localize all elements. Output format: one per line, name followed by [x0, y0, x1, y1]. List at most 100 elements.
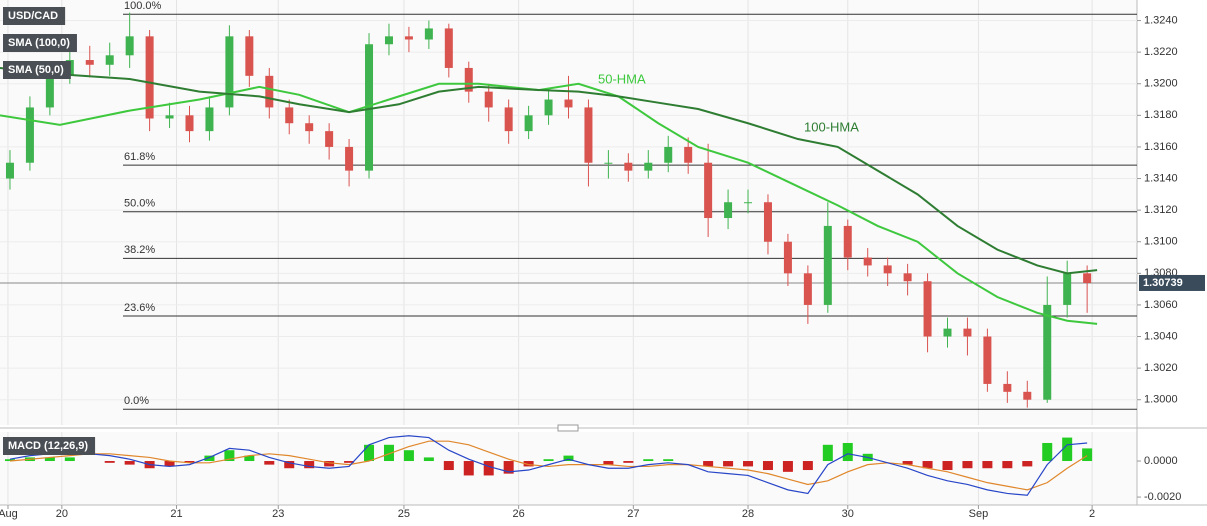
candle-body: [1023, 391, 1032, 400]
candle-body: [504, 107, 513, 132]
y-tick-label: 1.3100: [1144, 236, 1178, 248]
candle-body: [325, 131, 334, 147]
macd-pane: [0, 432, 1137, 505]
candle-body: [903, 273, 912, 282]
x-tick-label: 20: [56, 508, 68, 520]
histogram-bar: [4, 459, 15, 462]
candle-body: [185, 115, 194, 132]
candle-body: [365, 44, 374, 171]
candle-body: [125, 36, 134, 56]
x-tick-label: Sep: [969, 508, 989, 520]
histogram-bar: [962, 461, 973, 469]
legend-label: SMA (50,0): [8, 64, 64, 76]
histogram-bar: [244, 455, 255, 462]
candle-body: [285, 107, 294, 124]
y-tick-label: 1.3020: [1144, 362, 1178, 374]
histogram-bar: [982, 461, 993, 469]
candle-body: [564, 99, 573, 108]
histogram-bar: [344, 461, 355, 463]
candle-body: [983, 336, 992, 384]
histogram-bar: [603, 461, 614, 465]
y-tick-label: -0.0020: [1144, 491, 1181, 503]
histogram-bar: [204, 455, 215, 462]
histogram-bar: [723, 461, 734, 467]
y-tick-label: 1.3160: [1144, 141, 1178, 153]
histogram-bar: [164, 461, 175, 467]
fib-label: 23.6%: [124, 302, 155, 314]
y-tick-label: 1.3240: [1144, 14, 1178, 26]
histogram-bar: [503, 461, 514, 474]
candle-body: [763, 202, 772, 242]
x-tick-label: 30: [842, 508, 854, 520]
fib-label: 61.8%: [124, 151, 155, 163]
histogram-bar: [264, 461, 275, 465]
candle-body: [45, 75, 54, 108]
histogram-bar: [1082, 448, 1093, 462]
histogram-bar: [643, 459, 654, 462]
y-tick-label: 0.0000: [1144, 455, 1178, 467]
y-tick-label: 1.3180: [1144, 109, 1178, 121]
histogram-bar: [623, 461, 634, 463]
candle-body: [744, 202, 753, 204]
candle-body: [484, 91, 493, 108]
candle-body: [424, 28, 433, 40]
price-pane: [0, 0, 1137, 425]
macd-label-box: [3, 437, 96, 455]
histogram-bar: [44, 457, 55, 462]
candle-body: [464, 67, 473, 92]
histogram-bar: [284, 461, 295, 469]
candle-body: [1043, 304, 1052, 400]
histogram-bar: [1022, 461, 1033, 467]
candle-body: [85, 60, 94, 65]
fib-label: 50.0%: [124, 198, 155, 210]
histogram-bar: [124, 461, 135, 465]
x-tick-label: 21: [170, 508, 182, 520]
candle-body: [444, 28, 453, 68]
candle-body: [664, 146, 673, 163]
histogram-bar: [762, 461, 773, 471]
pane-handle[interactable]: [557, 424, 579, 432]
candle-body: [584, 107, 593, 163]
x-tick-label: 2: [1089, 508, 1095, 520]
y-tick-label: 1.3140: [1144, 172, 1178, 184]
legend-label: USD/CAD: [8, 10, 58, 22]
histogram-bar: [902, 461, 913, 465]
histogram-bar: [663, 459, 674, 462]
candle-body: [724, 202, 733, 219]
legend-box: [3, 61, 71, 79]
macd-line: [9, 435, 1088, 496]
y-tick-label: 1.3200: [1144, 78, 1178, 90]
candle-body: [963, 328, 972, 337]
histogram-bar: [922, 461, 933, 469]
candle-body: [704, 162, 713, 219]
x-tick-label: 27: [627, 508, 639, 520]
histogram-bar: [224, 450, 235, 462]
candle-body: [5, 162, 14, 179]
fib-label: 0.0%: [124, 395, 149, 407]
candle-body: [1003, 383, 1012, 392]
histogram-bar: [1002, 461, 1013, 469]
legend-box: [3, 7, 66, 25]
candle-body: [883, 265, 892, 274]
candle-body: [384, 36, 393, 45]
y-tick-label: 1.3000: [1144, 394, 1178, 406]
histogram-bar: [782, 461, 793, 472]
histogram-bar: [304, 461, 315, 469]
candle-body: [25, 107, 34, 163]
histogram-bar: [403, 450, 414, 462]
candle-body: [225, 36, 234, 108]
y-tick-label: 1.3220: [1144, 46, 1178, 58]
y-tick-label: 1.3120: [1144, 204, 1178, 216]
last-price-label: 1.30739: [1143, 277, 1183, 289]
histogram-bar: [802, 461, 813, 471]
hma-line: [0, 66, 1098, 275]
x-tick-label: Aug: [0, 508, 18, 520]
histogram-bar: [364, 444, 375, 462]
x-tick-label: 28: [742, 508, 754, 520]
y-tick-label: 1.3060: [1144, 299, 1178, 311]
candle-body: [803, 273, 812, 305]
histogram-bar: [523, 461, 534, 467]
histogram-bar: [463, 461, 474, 476]
candle-body: [863, 257, 872, 266]
